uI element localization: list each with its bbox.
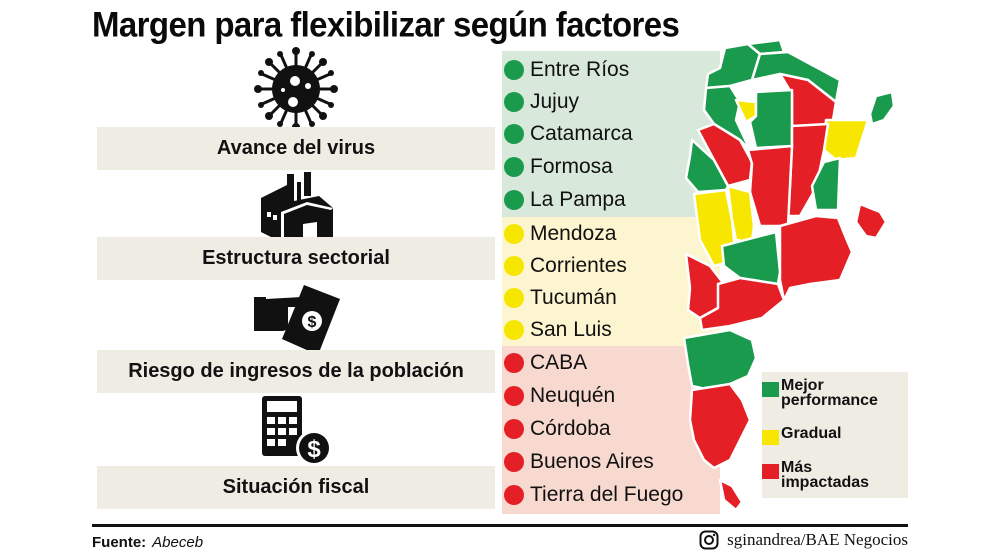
credit-text: sginandrea/BAE Negocios (727, 530, 908, 549)
province-la-pampa: La Pampa (504, 184, 626, 216)
argentina-map (682, 40, 896, 512)
factor-label-virus: Avance del virus (97, 127, 495, 170)
province-corrientes: Corrientes (504, 250, 627, 282)
province-name: Formosa (530, 155, 613, 178)
yellow-dot-icon (504, 256, 524, 276)
virus-icon (254, 47, 338, 131)
group-mejor-performance (502, 51, 720, 217)
province-mendoza: Mendoza (504, 218, 616, 250)
group-gradual (502, 217, 720, 346)
province-jujuy: Jujuy (504, 86, 579, 118)
legend-item-mejor: Mejor performance (762, 378, 878, 409)
map-legend: Mejor performance Gradual Más impactadas (762, 372, 908, 498)
group-mas-impactadas (502, 346, 720, 514)
factor-label-fiscal: Situación fiscal (97, 466, 495, 509)
credit-line: sginandrea/BAE Negocios (699, 530, 908, 550)
source-label: Fuente: (92, 534, 147, 551)
province-cordoba: Córdoba (504, 413, 611, 445)
yellow-dot-icon (504, 320, 524, 340)
province-entre-rios: Entre Ríos (504, 54, 629, 86)
green-dot-icon (504, 92, 524, 112)
yellow-swatch-icon (762, 430, 779, 445)
province-name: Tucumán (530, 286, 617, 309)
province-name: Entre Ríos (530, 58, 630, 81)
calculator-dollar-icon: $ (262, 396, 332, 466)
province-name: Neuquén (530, 384, 616, 407)
green-dot-icon (504, 190, 524, 210)
province-name: Catamarca (530, 122, 633, 145)
red-dot-icon (504, 485, 524, 505)
legend-item-gradual: Gradual (762, 426, 841, 445)
instagram-icon (699, 530, 719, 550)
province-tierra-del-fuego: Tierra del Fuego (504, 479, 683, 511)
province-name: Corrientes (530, 254, 627, 277)
red-dot-icon (504, 386, 524, 406)
factor-label-structure: Estructura sectorial (97, 237, 495, 280)
province-buenos-aires: Buenos Aires (504, 446, 654, 478)
red-dot-icon (504, 419, 524, 439)
green-dot-icon (504, 157, 524, 177)
factory-icon (261, 172, 333, 242)
province-name: San Luis (530, 318, 612, 341)
province-name: Córdoba (530, 417, 611, 440)
svg-text:$: $ (308, 314, 317, 331)
red-swatch-icon (762, 464, 779, 479)
province-name: Mendoza (530, 222, 617, 245)
province-san-luis: San Luis (504, 314, 612, 346)
green-dot-icon (504, 124, 524, 144)
factor-label-income-risk: Riesgo de ingresos de la población (97, 350, 495, 393)
province-name: Tierra del Fuego (530, 483, 684, 506)
province-tucuman: Tucumán (504, 282, 617, 314)
source-line: Fuente: Abeceb (92, 534, 203, 551)
province-neuquen: Neuquén (504, 380, 615, 412)
svg-text:$: $ (307, 436, 321, 463)
legend-item-impactadas: Más impactadas (762, 460, 869, 491)
hand-money-icon: $ (254, 285, 340, 355)
province-caba: CABA (504, 347, 587, 379)
province-name: CABA (530, 351, 588, 374)
green-swatch-icon (762, 382, 779, 397)
green-dot-icon (504, 60, 524, 80)
footer-divider (92, 524, 908, 527)
province-name: Jujuy (530, 90, 580, 113)
page-title: Margen para flexibilizar según factores (92, 4, 680, 44)
province-name: Buenos Aires (530, 450, 654, 473)
province-catamarca: Catamarca (504, 118, 633, 150)
yellow-dot-icon (504, 224, 524, 244)
red-dot-icon (504, 452, 524, 472)
province-name: La Pampa (530, 188, 626, 211)
source-value: Abeceb (152, 534, 204, 551)
province-formosa: Formosa (504, 151, 613, 183)
yellow-dot-icon (504, 288, 524, 308)
red-dot-icon (504, 353, 524, 373)
